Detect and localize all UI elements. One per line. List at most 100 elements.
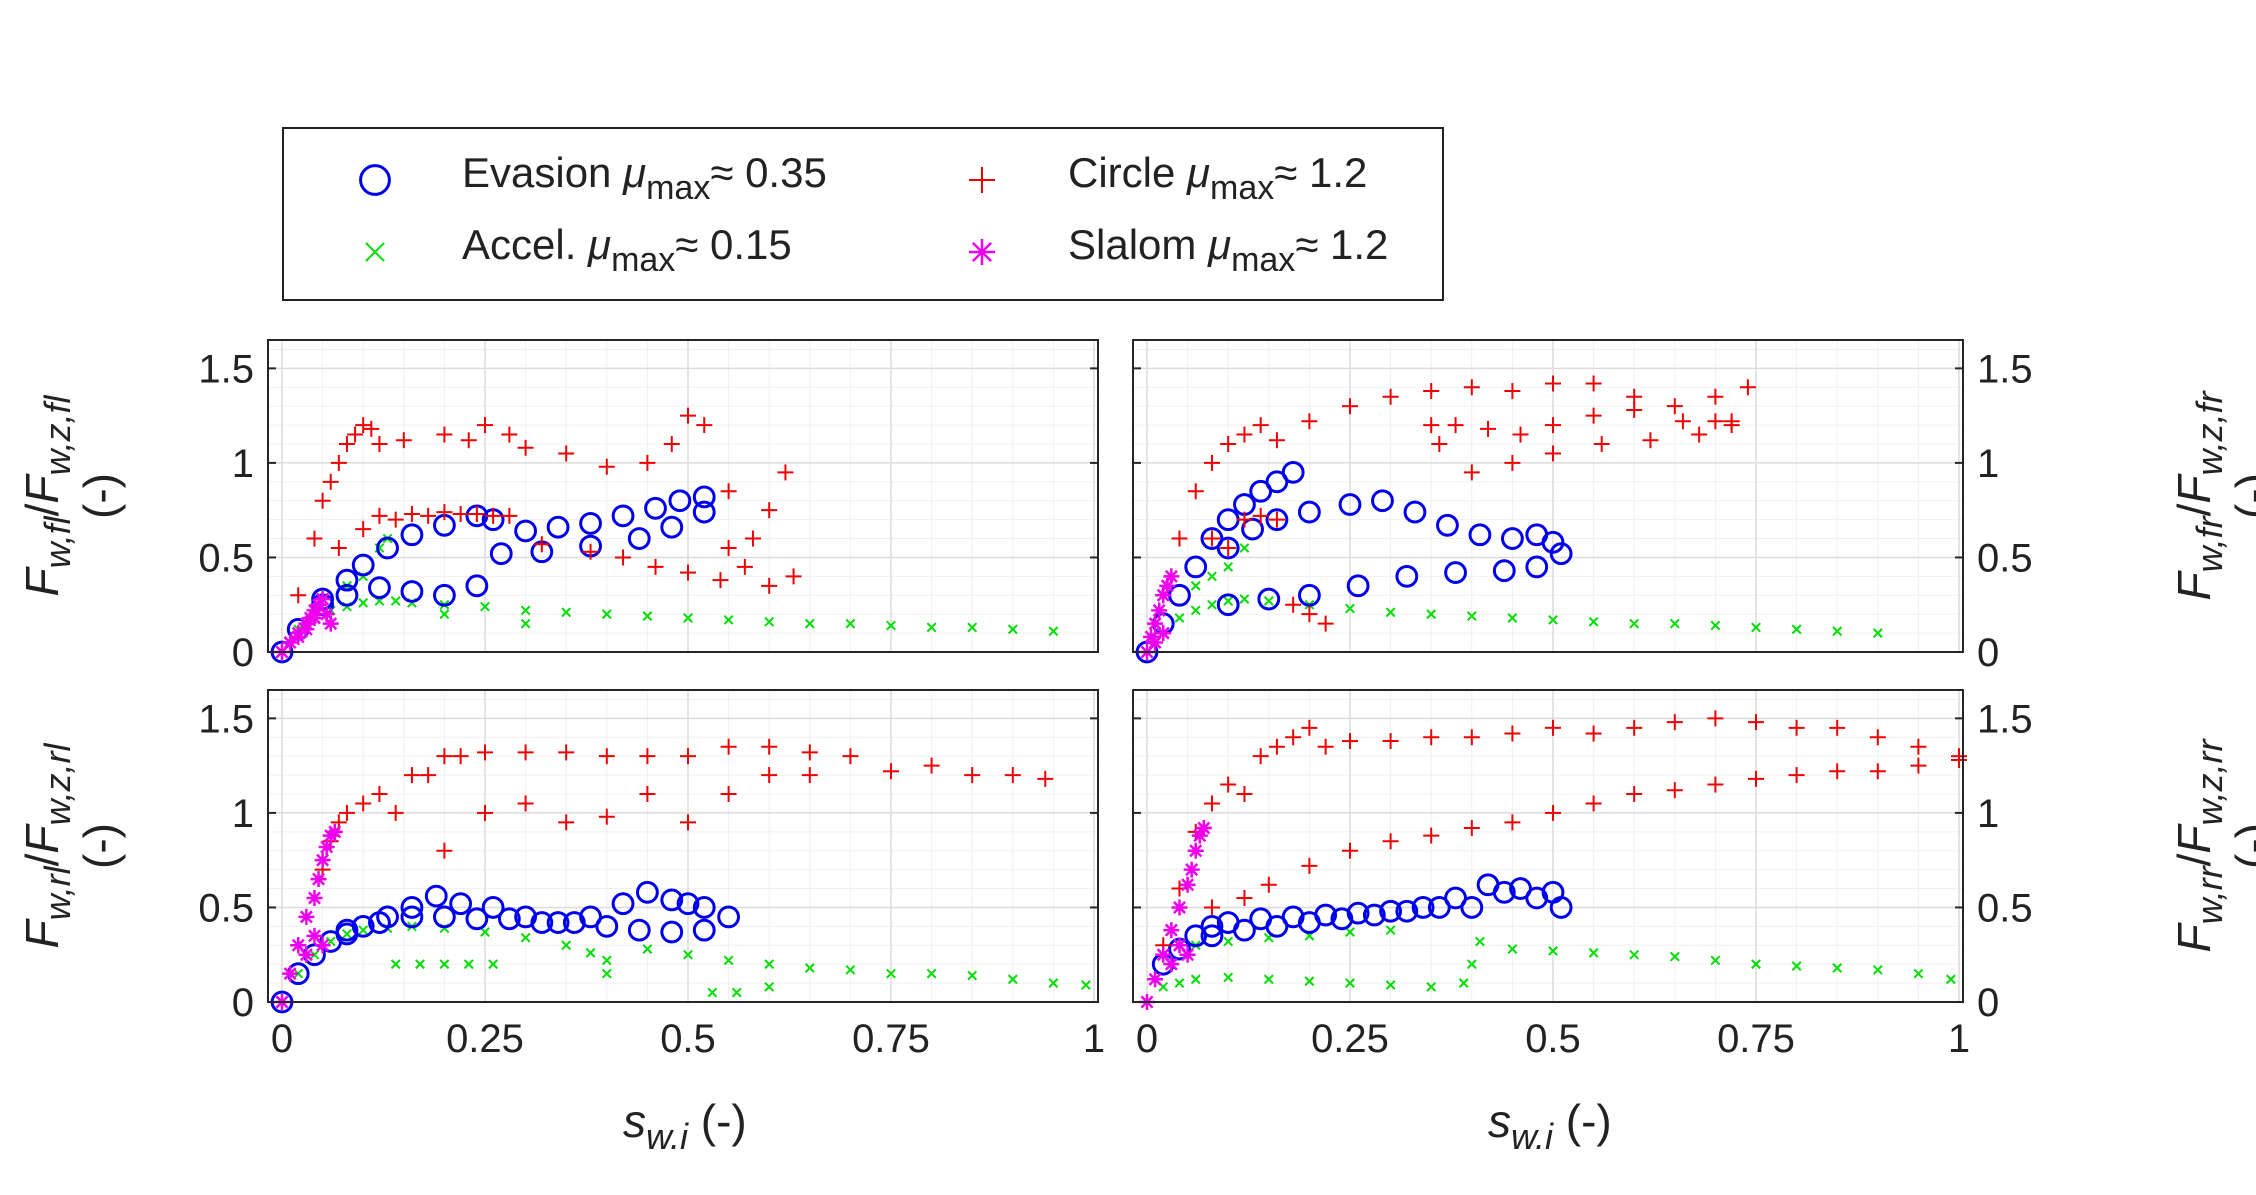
data-point	[842, 748, 859, 765]
data-point	[598, 748, 615, 765]
data-point	[1163, 568, 1180, 585]
y-tick-labels: 0 0.5 1 1.5	[198, 697, 1098, 1025]
data-point	[1501, 527, 1524, 550]
data-point	[883, 763, 899, 780]
data-point	[1492, 559, 1516, 583]
svg-text:Fw,rl/Fw,z,rl: Fw,rl/Fw,z,rl	[16, 743, 78, 949]
data-point	[1913, 968, 1924, 979]
data-point	[761, 577, 778, 594]
data-point	[720, 786, 737, 802]
data-point	[1268, 738, 1285, 755]
data-point	[481, 896, 505, 919]
data-point	[433, 583, 456, 607]
data-point	[1190, 605, 1201, 616]
data-point	[582, 543, 599, 560]
data-point	[1382, 388, 1399, 405]
y-tick-label: 1	[232, 442, 254, 486]
panel-front-left: 0 0.5 1 1.5 Fw,fl/Fw,z,fl(-)	[16, 339, 1099, 675]
data-point	[517, 744, 534, 761]
data-point	[723, 614, 734, 625]
data-point	[1298, 500, 1321, 524]
data-point	[712, 572, 729, 589]
data-point	[1220, 540, 1237, 556]
data-point	[1504, 725, 1521, 742]
data-point	[368, 911, 391, 934]
legend-marker-cross-icon	[365, 242, 385, 262]
data-point	[1233, 918, 1256, 942]
data-point	[420, 767, 437, 784]
data-point	[764, 616, 775, 627]
data-point	[1642, 432, 1659, 449]
data-point	[465, 574, 489, 598]
data-point	[1362, 903, 1386, 927]
data-point	[1545, 445, 1561, 462]
data-point	[477, 417, 493, 434]
svg-text:(-): (-)	[74, 823, 126, 869]
data-point	[1342, 398, 1358, 415]
data-point	[489, 542, 513, 566]
data-point	[1910, 757, 1927, 774]
series-slalom	[274, 591, 339, 660]
data-point	[1301, 413, 1318, 430]
data-point	[1239, 543, 1250, 553]
data-point	[1382, 733, 1399, 750]
data-point	[598, 808, 615, 825]
data-point	[1163, 922, 1180, 939]
data-point	[764, 959, 775, 970]
data-point	[1298, 911, 1321, 934]
svg-text:Fw,fr/Fw,z,fr: Fw,fr/Fw,z,fr	[2168, 389, 2230, 600]
data-point	[1666, 398, 1683, 415]
series-accel	[1142, 543, 1883, 657]
data-point	[558, 445, 575, 462]
data-point	[1504, 814, 1521, 831]
data-point	[1223, 936, 1234, 947]
data-point	[477, 804, 493, 821]
data-point	[1147, 971, 1164, 988]
plot-area	[1133, 690, 1963, 1002]
data-point	[639, 786, 656, 802]
data-point	[387, 804, 404, 821]
y-tick-label: 0.5	[198, 536, 254, 580]
data-point	[520, 932, 531, 943]
plot-area	[1133, 340, 1963, 652]
x-tick-label: 0.75	[1717, 1017, 1795, 1061]
data-point	[1545, 719, 1561, 736]
data-point	[1263, 974, 1274, 985]
data-point	[1436, 513, 1459, 537]
data-point	[683, 613, 693, 623]
svg-text:(-): (-)	[74, 473, 126, 519]
data-point	[723, 955, 734, 966]
data-point	[1691, 426, 1708, 443]
data-point	[358, 925, 369, 936]
data-point	[1447, 417, 1464, 434]
data-point	[452, 505, 469, 522]
data-point	[322, 615, 339, 632]
data-point	[562, 911, 586, 934]
data-point	[1236, 890, 1253, 906]
data-point	[761, 738, 778, 755]
data-point	[314, 852, 331, 869]
legend-label: Circle μmax≈ 1.2	[1068, 149, 1367, 207]
data-point	[1427, 896, 1451, 919]
data-point	[1829, 719, 1846, 736]
data-point	[1507, 613, 1518, 623]
data-point	[1674, 413, 1691, 430]
data-point	[764, 981, 775, 992]
data-point	[501, 426, 518, 443]
data-point	[668, 489, 692, 513]
legend-label: Accel. μmax≈ 0.15	[462, 221, 792, 279]
data-point	[1195, 820, 1212, 837]
data-point	[1751, 622, 1761, 633]
data-point	[282, 965, 299, 982]
data-point	[1626, 786, 1643, 802]
data-point	[376, 536, 399, 560]
data-point	[1200, 924, 1224, 948]
data-point	[1239, 594, 1250, 604]
data-point	[1285, 729, 1302, 746]
data-point	[1342, 842, 1358, 859]
y-tick-label: 0.5	[1977, 886, 2033, 930]
data-point	[1171, 899, 1188, 916]
data-point	[298, 621, 315, 638]
data-point	[335, 568, 359, 592]
data-point	[485, 507, 502, 524]
